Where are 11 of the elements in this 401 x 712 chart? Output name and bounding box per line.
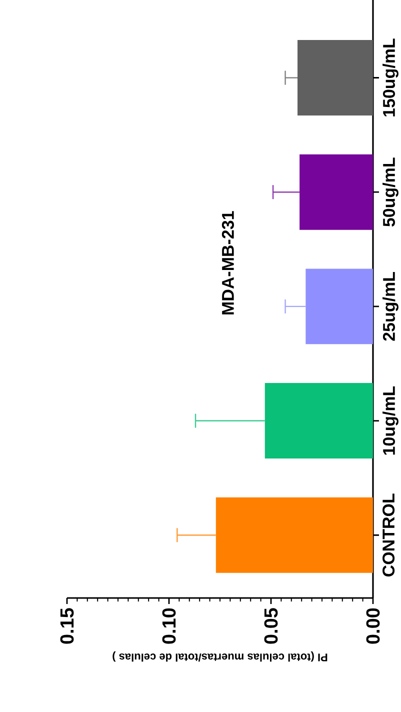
y-tick-label: 10ug/mL [382,386,398,455]
x-tick-label: 0.10 [162,608,176,644]
x-tick-label: 0.05 [264,608,278,644]
x-tick-label: 0.00 [366,608,380,644]
y-tick-label: 25ug/mL [382,272,398,341]
y-tick-label: 150ug/mL [382,38,398,116]
y-tick-label: 50ug/mL [382,158,398,227]
x-tick-label: 0.15 [60,608,74,644]
text: MDA-MB-231 [222,211,234,314]
x-axis-title: PI (total celulas muertas/total de celulas ) [112,651,328,662]
y-tick-label: CONTROL [382,494,395,576]
